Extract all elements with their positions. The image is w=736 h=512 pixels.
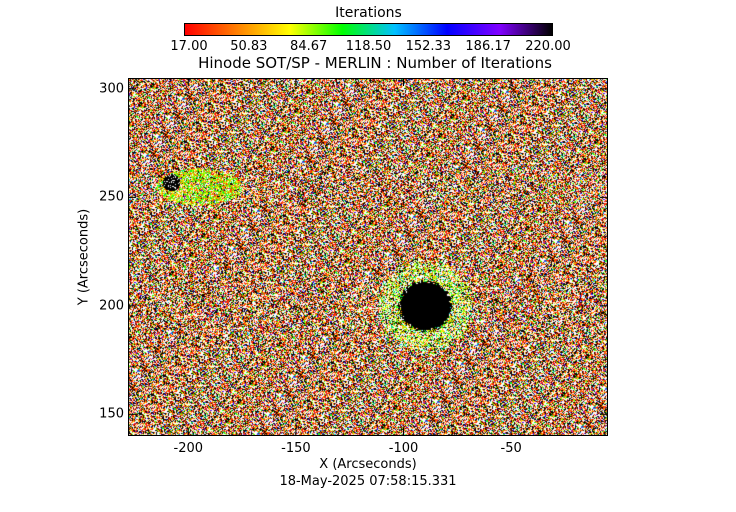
timestamp: 18-May-2025 07:58:15.331 [279, 474, 457, 489]
chart-title: Hinode SOT/SP - MERLIN : Number of Itera… [198, 54, 552, 72]
y-axis-label: Y (Arcseconds) [76, 208, 92, 306]
y-tick-label: 200 [99, 298, 124, 314]
y-tick-label: 250 [99, 189, 124, 205]
colorbar-tick-label: 17.00 [170, 39, 208, 54]
colorbar-tick-label: 220.00 [525, 39, 571, 54]
colorbar-tick-label: 186.17 [465, 39, 511, 54]
colorbar-tick-label: 84.67 [290, 39, 328, 54]
colorbar [184, 23, 553, 36]
y-tick-label: 300 [99, 81, 124, 97]
colorbar-tick-label: 50.83 [230, 39, 268, 54]
x-tick-label: -50 [500, 441, 522, 456]
colorbar-tick-label: 152.33 [405, 39, 452, 54]
colorbar-tick-label: 118.50 [345, 39, 392, 54]
iterations-heatmap [128, 78, 608, 436]
plot-frame [128, 78, 608, 436]
x-tick-label: -100 [388, 441, 419, 456]
x-tick-label: -200 [173, 441, 204, 456]
colorbar-title: Iterations [335, 5, 402, 21]
y-tick-label: 150 [99, 406, 124, 422]
x-tick-label: -150 [281, 441, 311, 456]
x-axis-label: X (Arcseconds) [319, 457, 417, 472]
